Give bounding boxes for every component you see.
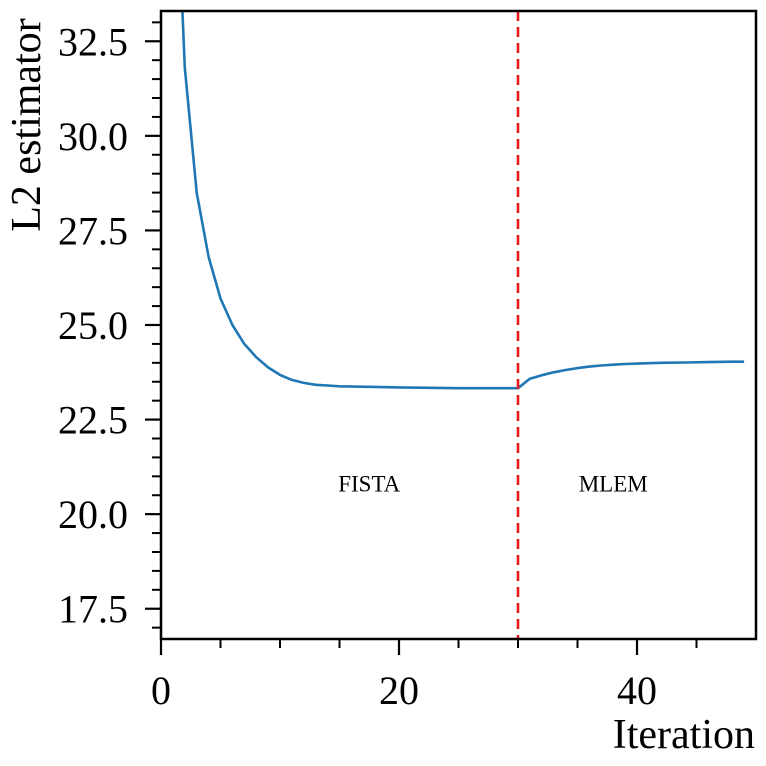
y-tick-label: 25.0 bbox=[58, 303, 128, 348]
y-tick-label: 27.5 bbox=[58, 208, 128, 253]
y-tick-label: 30.0 bbox=[58, 114, 128, 159]
major-ticks bbox=[145, 40, 639, 655]
y-tick-label: 17.5 bbox=[58, 587, 128, 632]
x-tick-label: 0 bbox=[151, 668, 171, 713]
y-tick-label: 20.0 bbox=[58, 492, 128, 537]
x-tick-label: 40 bbox=[617, 668, 657, 713]
x-tick-label: 20 bbox=[379, 668, 419, 713]
plot-frame bbox=[159, 9, 758, 641]
annotation-fista: FISTA bbox=[338, 471, 400, 496]
x-axis-label: Iteration bbox=[613, 712, 755, 758]
minor-ticks bbox=[152, 21, 698, 648]
tick-labels: 0 20 40 17.5 20.0 22.5 25.0 27.5 30.0 32.5 bbox=[58, 19, 657, 713]
y-tick-label: 22.5 bbox=[58, 398, 128, 443]
annotation-mlem: MLEM bbox=[579, 471, 648, 496]
y-tick-label: 32.5 bbox=[58, 19, 128, 64]
y-axis-label: L2 estimator bbox=[4, 18, 50, 231]
series-line-l2-estimator bbox=[181, 10, 745, 390]
